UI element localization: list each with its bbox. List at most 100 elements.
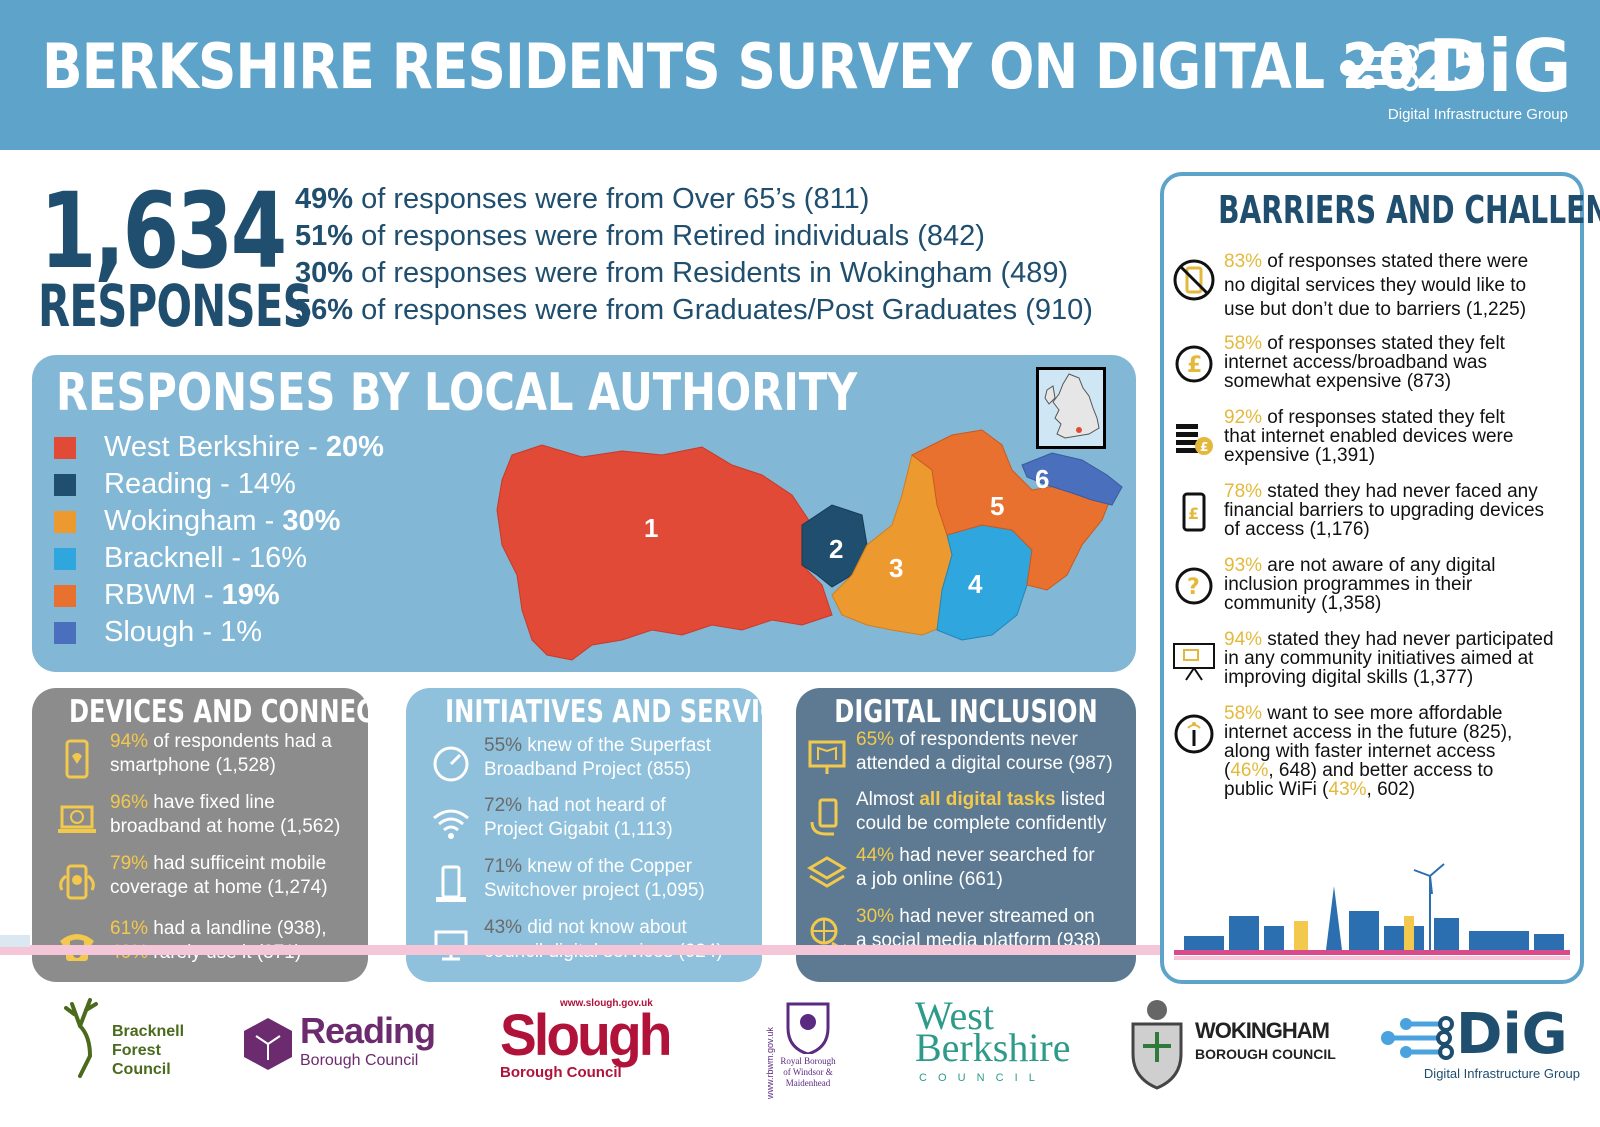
- slough-logo: www.slough.gov.uk Slough Borough Council: [500, 998, 700, 1088]
- inclusion-row: 44% had never searched for a job online (…: [796, 844, 1136, 904]
- stat-text: internet access in the future (825),: [1224, 722, 1513, 743]
- stat-text: public WiFi (: [1224, 779, 1329, 800]
- map-label-2: 2: [829, 534, 843, 564]
- slough-sub: Borough Council: [500, 1064, 622, 1081]
- stat-text: of access (1,176): [1224, 519, 1370, 540]
- map-region-slough: [1021, 452, 1123, 506]
- inclusion-row: Almost all digital tasks listed could be …: [796, 788, 1136, 848]
- rbwm-crest-icon: [786, 1002, 830, 1054]
- wokingham-crest-icon: [1131, 1000, 1183, 1090]
- bracknell-line: Council: [112, 1061, 171, 1078]
- pound-coin-icon: £: [1175, 345, 1213, 383]
- legend-swatch: [54, 473, 76, 496]
- stat-text: Project Gigabit (1,113): [484, 819, 673, 840]
- stat-pct: 72%: [484, 795, 523, 816]
- stat-text: of responses were from Residents in Woki…: [353, 257, 1069, 289]
- stat-text: that internet enabled devices were: [1224, 426, 1514, 447]
- stat-text: financial barriers to upgrading devices: [1224, 500, 1545, 521]
- authority-panel: RESPONSES BY LOCAL AUTHORITY West Berksh…: [32, 355, 1136, 672]
- responses-count: 1,634: [40, 170, 287, 292]
- west-berkshire-council: C O U N C I L: [919, 1072, 1039, 1084]
- legend-name: RBWM -: [104, 579, 222, 611]
- initiatives-text: 55% knew of the Superfast Broadband Proje…: [484, 734, 711, 782]
- map-region-rbwm: [911, 429, 1113, 591]
- stat-pct: 94%: [110, 731, 149, 752]
- stat-text: of responses were from Retired individua…: [353, 220, 985, 252]
- rbwm-logo: www.rbwm.gov.uk Royal Borough of Windsor…: [760, 996, 850, 1106]
- west-berkshire-logo: West Berkshire C O U N C I L: [915, 996, 1075, 1096]
- barriers-title: BARRIERS AND CHALLENGES: [1218, 188, 1600, 232]
- inclusion-text: Almost all digital tasks listed could be …: [856, 788, 1106, 836]
- legend-label: Reading - 14%: [104, 468, 296, 501]
- stat-pct: 44%: [856, 845, 895, 866]
- stat-pct: 93%: [1224, 555, 1263, 576]
- legend-pct: 30%: [282, 505, 341, 537]
- rbwm-line: Royal Borough: [780, 1056, 836, 1066]
- stat-text: , 648) and better access to: [1268, 760, 1494, 781]
- stat-text: of responses were from Over 65’s (811): [353, 183, 870, 215]
- initiatives-row: 55% knew of the Superfast Broadband Proje…: [406, 734, 762, 794]
- legend-pct: 20%: [325, 431, 384, 463]
- stat-text: knew of the Copper: [522, 856, 693, 877]
- stat-pct: 30%: [295, 257, 354, 289]
- barrier-text: 58% of responses stated they felt interne…: [1224, 334, 1584, 391]
- stat-line: 30% of responses were from Residents in …: [295, 255, 1093, 292]
- legend-item-reading: Reading - 14%: [54, 466, 384, 503]
- legend-label: RBWM - 19%: [104, 579, 280, 612]
- map-label-3: 3: [889, 553, 903, 583]
- stat-pct: 71%: [484, 856, 523, 877]
- stat-text: had sufficeint mobile: [148, 853, 327, 874]
- stat-text: listed: [1055, 789, 1106, 810]
- map-label-6: 6: [1035, 464, 1049, 494]
- legend-name: West Berkshire -: [104, 431, 326, 463]
- stat-text: could be complete confidently: [856, 813, 1107, 834]
- responses-label: RESPONSES: [38, 272, 313, 340]
- map-region-west-berkshire: [496, 444, 833, 661]
- stat-text: no digital services they would like to: [1224, 275, 1527, 296]
- stat-pct: 78%: [1224, 481, 1263, 502]
- stat-text: attended a digital course (987): [856, 753, 1113, 774]
- map-label-4: 4: [968, 569, 983, 599]
- barrier-text: 78% stated they had never faced any finan…: [1224, 482, 1584, 539]
- stat-text: , 602): [1366, 779, 1416, 800]
- stat-text: expensive (1,391): [1224, 445, 1376, 466]
- stat-pct: 43%: [484, 917, 523, 938]
- barrier-text: 58% want to see more affordable internet …: [1224, 704, 1584, 799]
- legend-item-wokingham: Wokingham - 30%: [54, 503, 384, 540]
- stat-text: broadband at home (1,562): [110, 816, 341, 837]
- stat-pct: all digital tasks: [919, 789, 1056, 810]
- legend-label: Wokingham - 30%: [104, 505, 340, 538]
- stat-text: in any community initiatives aimed at: [1224, 648, 1534, 669]
- job-search-icon: [807, 856, 847, 888]
- stat-text: improving digital skills (1,377): [1224, 667, 1474, 688]
- header-banner: BERKSHIRE RESIDENTS SURVEY ON DIGITAL 20…: [0, 0, 1600, 150]
- stat-text: had not heard of: [522, 795, 666, 816]
- devices-title: DEVICES AND CONNECTION: [68, 694, 368, 730]
- svg-text:£: £: [1200, 440, 1208, 454]
- book-screen-icon: [808, 740, 846, 774]
- bracknell-line: Forest: [112, 1042, 161, 1059]
- deer-icon: [64, 998, 98, 1078]
- initiatives-text: 71% knew of the Copper Switchover project…: [484, 855, 705, 903]
- stat-pct: 51%: [295, 220, 354, 252]
- legend-name: Bracknell - 16%: [104, 542, 308, 574]
- stat-text: of responses stated they felt: [1262, 407, 1505, 428]
- stat-pct: 65%: [856, 729, 895, 750]
- dig-logo-text: DiG: [1428, 24, 1572, 108]
- map-region-bracknell: [936, 524, 1033, 641]
- svg-text:£: £: [1188, 504, 1199, 523]
- devices-text: 96% have fixed line broadband at home (1,…: [110, 791, 340, 839]
- stat-text: somewhat expensive (873): [1224, 371, 1452, 392]
- stat-pct: 55%: [484, 735, 523, 756]
- stat-line: 56% of responses were from Graduates/Pos…: [295, 292, 1093, 329]
- page-title: BERKSHIRE RESIDENTS SURVEY ON DIGITAL 20…: [42, 30, 1488, 103]
- west-berkshire-line2: Berkshire: [915, 1025, 1071, 1070]
- stat-pct: 46%: [1230, 760, 1269, 781]
- stat-text: a job online (661): [856, 869, 1003, 890]
- question-icon: ?: [1175, 567, 1213, 605]
- legend-item-west-berkshire: West Berkshire - 20%: [54, 429, 384, 466]
- stat-text: are not aware of any digital: [1262, 555, 1496, 576]
- inclusion-title: DIGITAL INCLUSION: [834, 694, 1098, 730]
- town-skyline-illustration: [1174, 863, 1570, 960]
- devices-row: 96% have fixed line broadband at home (1,…: [32, 791, 368, 851]
